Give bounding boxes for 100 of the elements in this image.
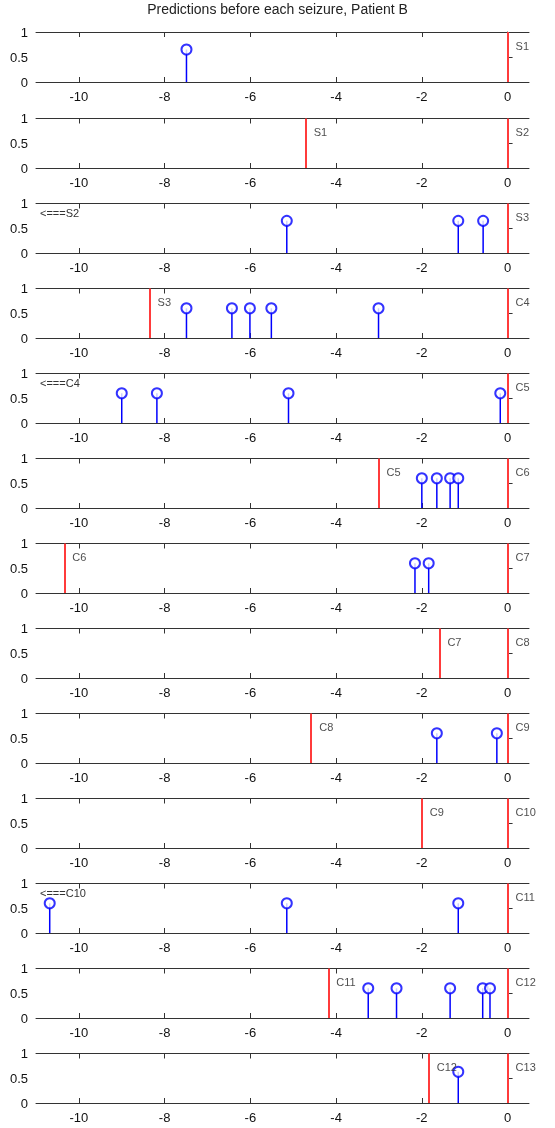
x-tick-label: -8 (158, 770, 171, 785)
ref-line-label: C12 (515, 976, 536, 988)
x-tick-label: -6 (244, 1110, 257, 1125)
y-tick-label: 1 (20, 791, 28, 806)
y-tick-label: 0.5 (9, 900, 28, 916)
y-tick-label: 0 (20, 74, 28, 90)
x-tick-label: -4 (330, 1025, 342, 1040)
x-tick-label: -4 (330, 89, 342, 104)
x-tick-label: -8 (158, 855, 171, 870)
x-tick-label: -10 (69, 685, 89, 700)
y-tick-label: 1 (20, 366, 28, 381)
x-tick-label: 0 (503, 600, 512, 615)
y-tick-label: 1 (20, 196, 28, 211)
x-tick-label: -4 (330, 515, 342, 530)
ref-line-label: S1 (515, 39, 530, 52)
ref-line-label: S1 (313, 126, 328, 138)
ref-line-label: C5 (386, 466, 401, 478)
ref-line-label: C6 (72, 551, 87, 563)
x-tick-label: -2 (416, 89, 428, 104)
x-tick-label: -10 (69, 600, 89, 615)
x-tick-label: -6 (244, 1025, 257, 1040)
y-tick-label: 1 (20, 111, 28, 126)
y-tick-label: 0 (20, 415, 28, 431)
ref-line-label: C5 (515, 381, 530, 393)
y-tick-label: 1 (20, 706, 28, 721)
x-tick-label: 0 (503, 89, 512, 104)
x-tick-label: -8 (158, 430, 171, 445)
x-tick-label: -10 (69, 940, 89, 955)
y-tick-label: 0 (20, 670, 28, 686)
x-tick-label: -6 (244, 600, 257, 615)
y-tick-label: 0 (20, 500, 28, 516)
ref-line-label: S3 (157, 296, 172, 308)
x-tick-label: -2 (416, 770, 428, 785)
annotation: <===C4 (40, 376, 80, 389)
x-tick-label: -4 (330, 770, 342, 785)
y-tick-label: 0 (20, 585, 28, 601)
y-tick-label: 1 (20, 1046, 28, 1061)
y-tick-label: 1 (20, 536, 28, 551)
x-tick-label: -8 (158, 685, 171, 700)
x-tick-label: -6 (244, 855, 257, 870)
x-tick-label: -6 (244, 685, 257, 700)
x-tick-label: -8 (158, 515, 171, 530)
y-tick-label: 0 (20, 840, 28, 856)
x-tick-label: -8 (158, 1025, 171, 1040)
x-tick-label: -8 (158, 89, 171, 104)
x-tick-label: 0 (503, 175, 512, 190)
x-tick-label: 0 (503, 685, 512, 700)
x-tick-label: -8 (158, 600, 171, 615)
x-tick-label: -4 (330, 175, 342, 190)
x-tick-label: 0 (503, 1110, 512, 1125)
x-tick-label: -8 (158, 260, 171, 275)
annotation: <===S2 (40, 206, 80, 219)
y-tick-label: 1 (20, 961, 28, 976)
ref-line-label: C12 (436, 1061, 457, 1073)
y-tick-label: 0.5 (9, 390, 28, 406)
y-tick-label: 0 (20, 755, 28, 771)
x-tick-label: -2 (416, 515, 428, 530)
x-tick-label: -2 (416, 855, 428, 870)
x-tick-label: -6 (244, 175, 257, 190)
ref-line-label: C9 (429, 806, 444, 818)
x-tick-label: -6 (244, 345, 257, 360)
x-tick-label: -6 (244, 430, 257, 445)
y-tick-label: 0 (20, 330, 28, 346)
y-tick-label: 0.5 (9, 985, 28, 1001)
ref-line-label: C10 (515, 806, 536, 818)
annotation: <===C10 (40, 886, 86, 899)
x-tick-label: -6 (244, 515, 257, 530)
y-tick-label: 0 (20, 925, 28, 941)
x-tick-label: -8 (158, 345, 171, 360)
y-tick-label: 0.5 (9, 815, 28, 831)
x-tick-label: -10 (69, 1025, 89, 1040)
ref-line-label: C6 (515, 466, 530, 478)
x-tick-label: 0 (503, 345, 512, 360)
y-tick-label: 0.5 (9, 1070, 28, 1086)
y-tick-label: 0 (20, 1010, 28, 1026)
y-tick-label: 1 (20, 281, 28, 296)
x-tick-label: 0 (503, 260, 512, 275)
x-tick-label: -2 (416, 600, 428, 615)
y-tick-label: 0.5 (9, 135, 28, 151)
y-tick-label: 0.5 (9, 49, 28, 65)
ref-line-label: C8 (515, 636, 530, 648)
x-tick-label: -2 (416, 685, 428, 700)
x-tick-label: -2 (416, 1110, 428, 1125)
x-tick-label: 0 (503, 940, 512, 955)
x-tick-label: -10 (69, 1110, 89, 1125)
ref-line-label: S3 (515, 211, 530, 223)
x-tick-label: -10 (69, 770, 89, 785)
y-tick-label: 1 (20, 24, 28, 40)
x-tick-label: -8 (158, 940, 171, 955)
x-tick-label: -4 (330, 260, 342, 275)
y-tick-label: 0.5 (9, 220, 28, 236)
y-tick-label: 0 (20, 245, 28, 261)
x-tick-label: -6 (244, 260, 257, 275)
x-tick-label: -10 (69, 89, 89, 104)
y-tick-label: 0.5 (9, 560, 28, 576)
x-tick-label: 0 (503, 515, 512, 530)
ref-line-label: C11 (336, 976, 356, 988)
x-tick-label: 0 (503, 430, 512, 445)
y-tick-label: 1 (20, 621, 28, 636)
x-tick-label: -10 (69, 855, 89, 870)
